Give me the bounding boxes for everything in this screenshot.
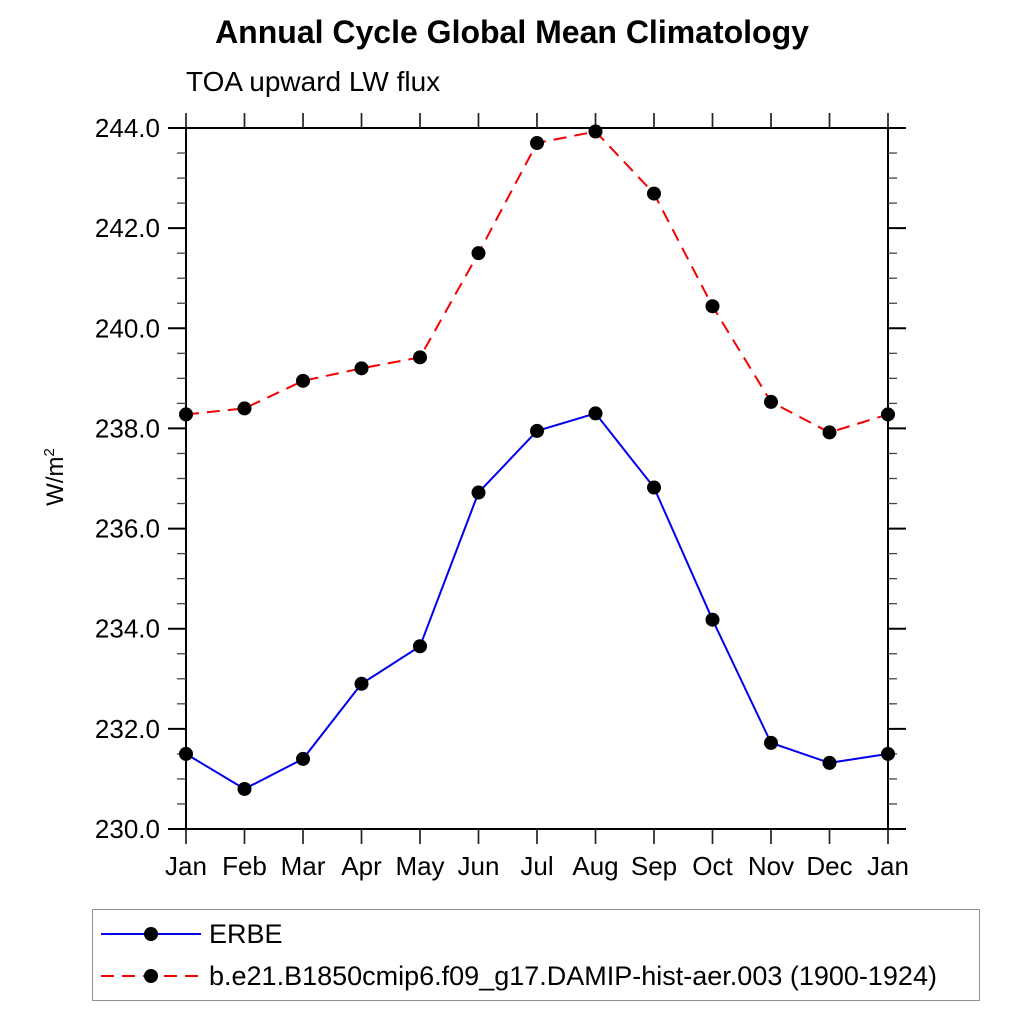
data-point-marker: [237, 781, 252, 796]
x-tick-label: Feb: [222, 851, 267, 881]
data-point-marker: [354, 676, 369, 691]
x-tick-label: Mar: [281, 851, 326, 881]
data-point-marker: [296, 751, 310, 766]
chart-subtitle: TOA upward LW flux: [186, 66, 441, 97]
data-point-marker: [471, 246, 486, 261]
legend-item-erbe: ERBE: [93, 913, 979, 955]
data-point-marker: [237, 401, 252, 416]
data-point-marker: [647, 186, 661, 201]
data-point-marker: [471, 485, 486, 500]
series-line-1: [185, 130, 889, 434]
legend-marker-icon: [144, 969, 158, 983]
data-point-marker: [822, 755, 837, 770]
x-tick-label: Dec: [806, 851, 852, 881]
x-tick-label: May: [395, 851, 444, 881]
y-tick-label: 234.0: [95, 614, 160, 644]
x-tick-label: Jan: [867, 851, 909, 881]
x-tick-label: Jul: [520, 851, 553, 881]
y-tick-label: 236.0: [95, 514, 160, 544]
data-point-marker: [354, 361, 369, 376]
y-tick-label: 238.0: [95, 413, 160, 443]
data-point-marker: [881, 407, 895, 422]
data-point-marker: [588, 406, 603, 421]
legend-item-model: b.e21.B1850cmip6.f09_g17.DAMIP-hist-aer.…: [93, 955, 979, 997]
y-tick-label: 232.0: [95, 714, 160, 744]
data-point-marker: [530, 136, 544, 151]
data-point-marker: [647, 480, 661, 495]
x-tick-label: Nov: [748, 851, 794, 881]
legend-line-sample-solid: [101, 927, 201, 941]
data-point-marker: [881, 746, 895, 761]
x-tick-label: Sep: [631, 851, 677, 881]
data-point-marker: [413, 350, 427, 365]
data-point-marker: [530, 423, 544, 438]
x-tick-label: Jun: [458, 851, 500, 881]
y-tick-label: 242.0: [95, 213, 160, 243]
data-point-marker: [705, 612, 720, 627]
x-tick-label: Oct: [692, 851, 733, 881]
data-point-marker: [822, 425, 837, 440]
legend-label-model: b.e21.B1850cmip6.f09_g17.DAMIP-hist-aer.…: [209, 960, 937, 991]
y-tick-label: 240.0: [95, 313, 160, 343]
data-point-marker: [764, 394, 778, 409]
data-point-marker: [296, 373, 310, 388]
data-point-marker: [179, 746, 193, 761]
data-point-marker: [705, 299, 720, 314]
legend-line-sample-dashed: [101, 969, 201, 983]
x-tick-label: Aug: [572, 851, 618, 881]
data-point-marker: [413, 639, 427, 654]
data-point-marker: [179, 407, 193, 422]
legend-marker-icon: [144, 927, 158, 941]
data-point-marker: [764, 735, 778, 750]
x-tick-label: Apr: [341, 851, 382, 881]
legend-label-erbe: ERBE: [209, 918, 283, 949]
series-line-0: [185, 412, 889, 791]
legend-box: ERBE b.e21.B1850cmip6.f09_g17.DAMIP-hist…: [92, 909, 980, 1001]
data-point-marker: [588, 124, 603, 139]
y-tick-label: 244.0: [95, 113, 160, 143]
x-tick-label: Jan: [165, 851, 207, 881]
plot-frame: [185, 127, 889, 830]
y-tick-label: 230.0: [95, 814, 160, 844]
chart-title: Annual Cycle Global Mean Climatology: [215, 14, 809, 50]
